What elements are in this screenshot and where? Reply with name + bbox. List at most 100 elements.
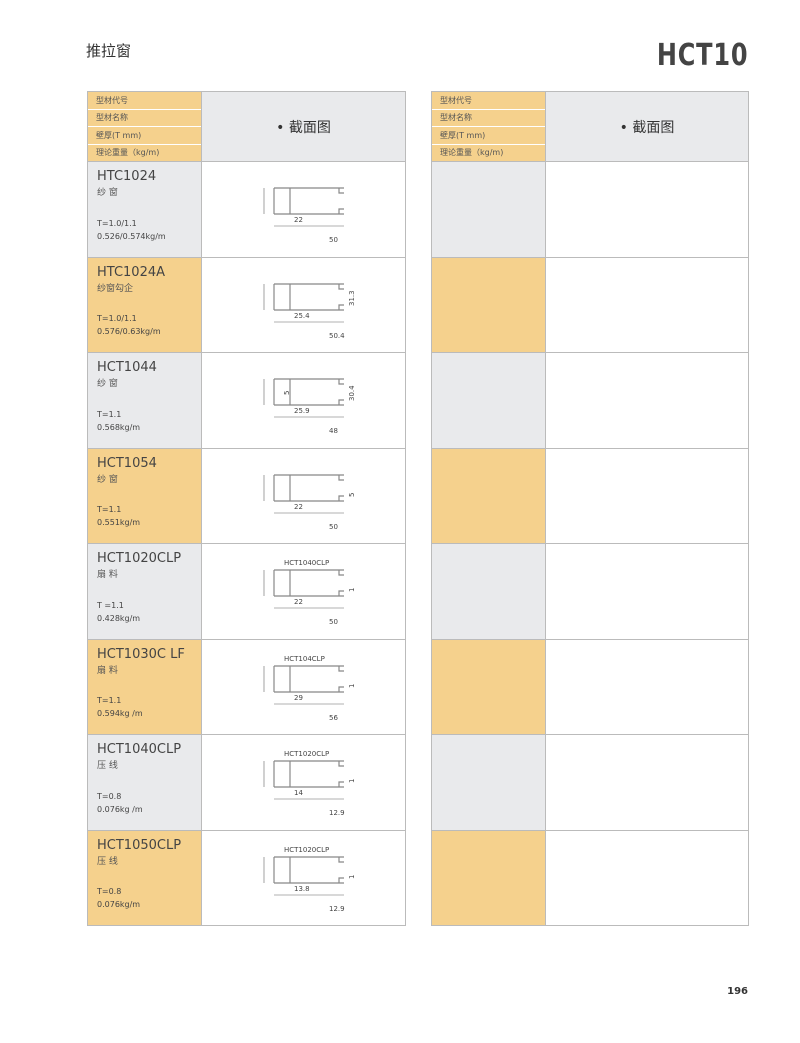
- profile-name: 压 线: [97, 761, 118, 771]
- dimension-label: 29: [294, 694, 303, 702]
- profile-row: HTC1024 纱 窗 T=1.0/1.1 0.526/0.574kg/m 22 5…: [88, 161, 405, 257]
- profile-code: HTC1024: [97, 169, 157, 184]
- dimension-label: 12.9: [329, 809, 345, 817]
- cross-section-drawing: 25.9 48 30.4 5: [263, 378, 356, 435]
- profile-code: HCT1054: [97, 455, 157, 471]
- dimension-label: 22: [294, 503, 303, 511]
- dimension-label: 50.4: [329, 332, 345, 340]
- dimension-label: 1: [348, 874, 356, 878]
- dimension-label: 12.9: [329, 905, 345, 913]
- empty-row: [432, 447, 748, 543]
- profile-row: HCT1054 纱 窗 T=1.1 0.551kg/m 22 50 5: [88, 447, 405, 543]
- header-name-label: 型材名称: [88, 110, 201, 127]
- wall-thickness: T=0.8: [97, 791, 122, 801]
- profile-row: HCT1040CLP 压 线 T=0.8 0.076kg /m HCT1020CL…: [88, 734, 405, 830]
- empty-row: [432, 638, 748, 734]
- cross-section-drawing: 25.4 50.4 31.3: [263, 283, 356, 340]
- empty-row: [432, 734, 748, 830]
- reference-profile-label: HCT1020CLP: [284, 750, 329, 758]
- theoretical-weight: 0.551kg/m: [97, 518, 141, 527]
- profile-code: HCT1030C LF: [97, 646, 185, 662]
- header-section: • 截面图: [202, 92, 405, 161]
- dimension-label: 1: [348, 779, 356, 783]
- theoretical-weight: 0.594kg /m: [97, 709, 143, 718]
- series-code: HCT10: [656, 38, 748, 73]
- theoretical-weight: 0.568kg/m: [97, 422, 141, 432]
- wall-thickness: T=1.1: [97, 505, 122, 514]
- dimension-label: 5: [348, 492, 356, 496]
- profile-name: 扇 料: [97, 665, 118, 676]
- page-title: 推拉窗: [86, 42, 132, 60]
- profile-code: HCT1050CLP: [97, 837, 182, 853]
- dimension-label: 22: [294, 598, 303, 606]
- profile-row: HCT1030C LF 扇 料 T=1.1 0.594kg /m HCT104CL…: [88, 638, 405, 734]
- page-number: 196: [727, 986, 748, 997]
- cross-section-drawing: HCT1040CLP 22 50 1: [263, 559, 356, 626]
- header-name-label: 型材名称: [432, 110, 545, 127]
- dimension-label: 50: [329, 523, 338, 531]
- header-weight-label: 理论重量（kg/m): [96, 148, 160, 158]
- empty-row: [432, 829, 748, 925]
- profile-code: HCT1020CLP: [97, 551, 182, 566]
- empty-row: [432, 543, 748, 639]
- dimension-label: 48: [329, 427, 338, 435]
- wall-thickness: T=1.0/1.1: [97, 218, 137, 228]
- wall-thickness: T=0.8: [97, 887, 122, 896]
- dimension-label: 25.9: [294, 407, 310, 415]
- dimension-label: 5: [283, 391, 291, 395]
- wall-thickness: T=1.1: [97, 409, 122, 419]
- profile-row: HCT1050CLP 压 线 T=0.8 0.076kg/m HCT1020CLP…: [88, 829, 405, 925]
- header-code-label: 型材代号: [88, 92, 201, 110]
- profile-code: HCT1040CLP: [97, 742, 182, 757]
- empty-row: [432, 161, 748, 257]
- dimension-label: 22: [294, 216, 303, 224]
- dimension-label: 25.4: [294, 312, 310, 320]
- dimension-label: 13.8: [294, 885, 310, 893]
- reference-profile-label: HCT1040CLP: [284, 559, 329, 567]
- table-header: 型材代号 型材名称 壁厚(T mm) 理论重量（kg/m) • 截面图: [432, 91, 748, 161]
- profile-name: 纱窗勾企: [97, 283, 134, 294]
- dimension-label: 31.3: [348, 290, 356, 306]
- header-weight-label: 理论重量（kg/m): [440, 148, 504, 158]
- profile-row: HCT1020CLP 扇 料 T =1.1 0.428kg/m HCT1040CL…: [88, 543, 405, 639]
- empty-row: [432, 256, 748, 352]
- wall-thickness: T=1.0/1.1: [97, 314, 137, 323]
- profile-row: HTC1024A 纱窗勾企 T=1.0/1.1 0.576/0.63kg/m 25…: [88, 256, 405, 352]
- theoretical-weight: 0.576/0.63kg/m: [97, 327, 161, 336]
- dimension-label: 1: [348, 683, 356, 687]
- theoretical-weight: 0.526/0.574kg/m: [97, 231, 166, 241]
- wall-thickness: T =1.1: [97, 600, 124, 610]
- dimension-label: 50: [329, 618, 338, 626]
- profile-code: HCT1044: [97, 360, 157, 375]
- cross-section-drawing: HCT1020CLP 14 12.9 1: [263, 750, 356, 817]
- wall-thickness: T=1.1: [97, 696, 122, 705]
- empty-row: [432, 352, 748, 448]
- profile-table-right: 型材代号 型材名称 壁厚(T mm) 理论重量（kg/m) • 截面图: [431, 91, 749, 926]
- header-thickness-label: 壁厚(T mm): [88, 127, 201, 145]
- theoretical-weight: 0.076kg/m: [97, 900, 141, 909]
- profile-name: 纱 窗: [97, 188, 118, 198]
- profile-table-left: 型材代号 型材名称 壁厚(T mm) 理论重量（kg/m) • 截面图 HTC1…: [87, 91, 406, 926]
- profile-name: 压 线: [97, 856, 118, 867]
- profile-code: HTC1024A: [97, 264, 166, 280]
- cross-section-drawing: HCT1020CLP 13.8 12.9 1: [263, 846, 356, 913]
- reference-profile-label: HCT1020CLP: [284, 846, 329, 854]
- dimension-label: 30.4: [348, 385, 356, 401]
- dimension-label: 50: [329, 236, 338, 244]
- reference-profile-label: HCT104CLP: [284, 655, 325, 663]
- table-header: 型材代号 型材名称 壁厚(T mm) 理论重量（kg/m) • 截面图: [88, 91, 405, 161]
- dimension-label: 14: [294, 789, 303, 797]
- profile-name: 纱 窗: [97, 474, 118, 485]
- theoretical-weight: 0.428kg/m: [97, 613, 141, 623]
- profile-name: 纱 窗: [97, 379, 118, 389]
- header-thickness-label: 壁厚(T mm): [432, 127, 545, 145]
- profile-name: 扇 料: [97, 570, 118, 580]
- theoretical-weight: 0.076kg /m: [97, 804, 143, 814]
- header-section: • 截面图: [546, 92, 748, 161]
- cross-section-drawing: 22 50: [263, 187, 344, 244]
- cross-section-drawing: HCT104CLP 29 56 1: [263, 655, 356, 722]
- cross-section-drawing: 22 50 5: [263, 474, 356, 531]
- profile-row: HCT1044 纱 窗 T=1.1 0.568kg/m 25.9 48 30.4 5: [88, 352, 405, 448]
- header-code-label: 型材代号: [432, 92, 545, 110]
- dimension-label: 1: [348, 588, 356, 592]
